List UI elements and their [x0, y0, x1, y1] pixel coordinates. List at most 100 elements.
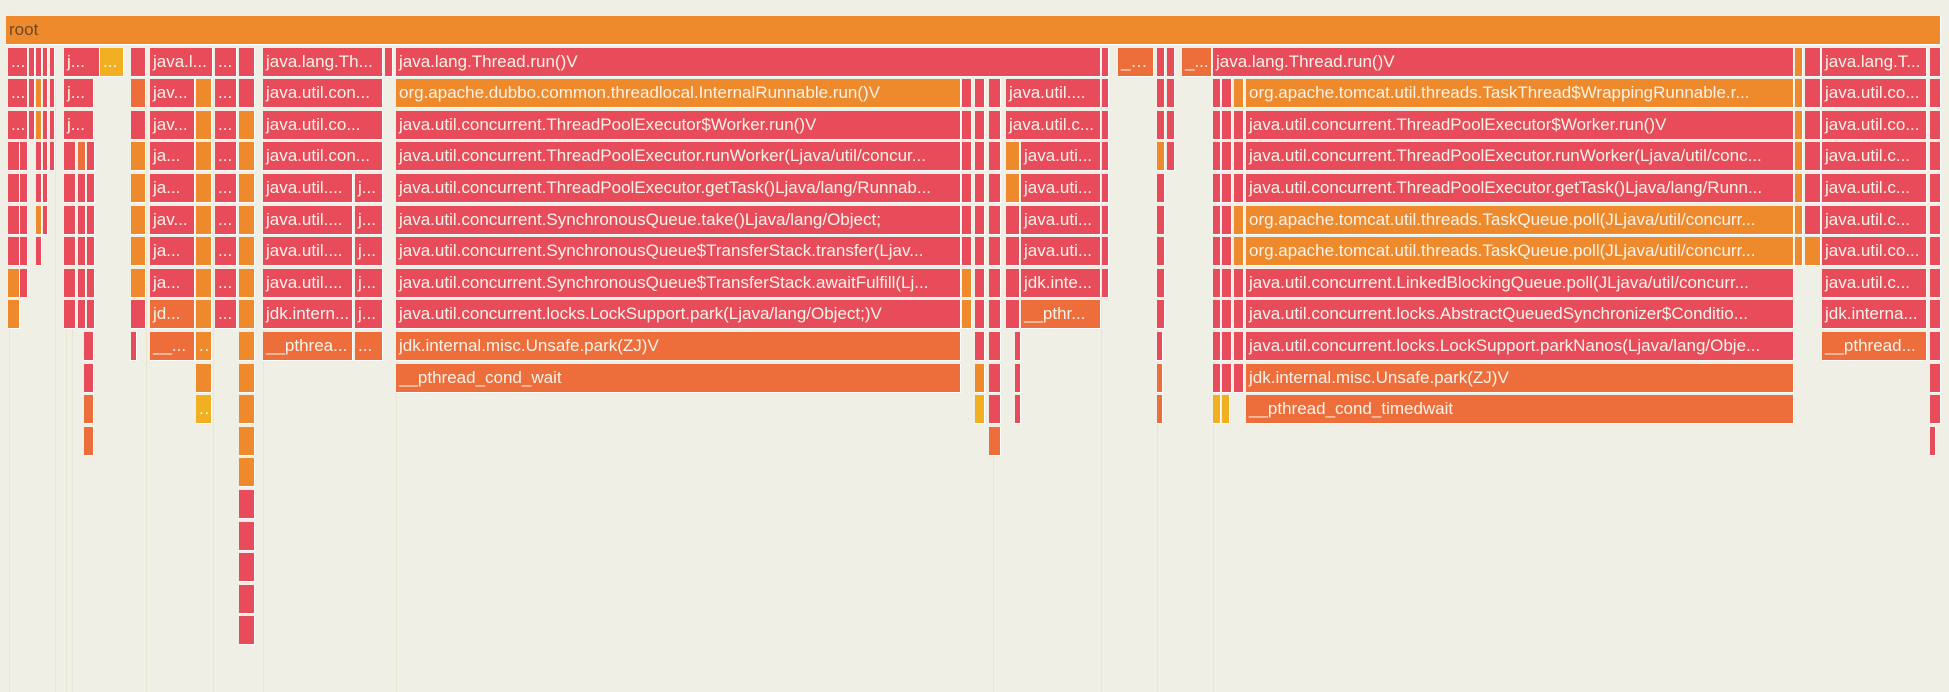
flame-frame[interactable]	[1930, 332, 1941, 361]
flame-frame[interactable]	[1222, 205, 1232, 235]
flame-frame[interactable]	[1213, 300, 1221, 330]
flame-frame[interactable]	[64, 300, 76, 330]
flame-frame[interactable]: java.util.co...	[1822, 110, 1927, 140]
flame-frame[interactable]: ...	[8, 47, 28, 77]
flame-frame[interactable]	[8, 268, 20, 298]
flame-frame[interactable]	[1157, 332, 1163, 361]
flame-frame[interactable]	[1795, 237, 1803, 267]
flame-frame[interactable]	[1234, 110, 1244, 140]
flame-frame[interactable]	[962, 110, 972, 140]
flame-frame[interactable]	[1102, 268, 1109, 298]
flame-frame[interactable]	[989, 268, 1001, 298]
flame-frame[interactable]	[36, 205, 42, 235]
flame-frame[interactable]	[1795, 79, 1803, 109]
flame-frame[interactable]	[989, 363, 1001, 393]
flame-frame[interactable]	[1006, 142, 1020, 172]
flame-frame[interactable]: ja...	[150, 142, 195, 172]
flame-frame[interactable]	[36, 142, 42, 172]
flame-frame[interactable]	[1234, 363, 1244, 393]
flame-frame[interactable]	[131, 47, 146, 77]
flame-frame[interactable]	[1222, 332, 1232, 361]
flame-frame[interactable]: java.uti...	[1021, 174, 1101, 203]
flame-frame[interactable]	[1222, 237, 1232, 267]
flame-frame[interactable]	[1222, 110, 1232, 140]
flame-frame[interactable]	[1157, 205, 1165, 235]
flame-frame[interactable]	[1015, 363, 1021, 393]
flame-frame[interactable]	[239, 616, 255, 646]
flame-frame[interactable]	[84, 363, 94, 393]
flame-frame[interactable]	[1006, 268, 1020, 298]
flame-frame[interactable]	[29, 47, 35, 77]
flame-frame[interactable]	[1102, 205, 1109, 235]
flame-frame[interactable]	[87, 300, 95, 330]
flame-frame[interactable]	[239, 521, 255, 551]
flame-frame[interactable]	[989, 300, 1001, 330]
flame-frame[interactable]	[84, 426, 94, 456]
flame-frame[interactable]: ...	[355, 332, 383, 361]
flame-frame[interactable]	[1930, 268, 1941, 298]
flame-frame[interactable]: jdk.internal.misc.Unsafe.park(ZJ)V	[396, 332, 961, 361]
flame-frame[interactable]	[84, 332, 94, 361]
flame-frame[interactable]	[1234, 174, 1244, 203]
flame-frame[interactable]	[78, 174, 86, 203]
flame-frame[interactable]	[1930, 47, 1941, 77]
flame-frame[interactable]: java.util.concurrent.SynchronousQueue$Tr…	[396, 237, 961, 267]
flame-frame[interactable]	[64, 174, 76, 203]
flame-frame[interactable]	[1157, 300, 1165, 330]
flame-frame[interactable]	[962, 79, 972, 109]
flame-frame[interactable]	[64, 142, 76, 172]
flame-frame[interactable]	[1805, 79, 1821, 109]
flame-frame[interactable]: j...	[355, 174, 383, 203]
flame-frame[interactable]	[962, 300, 972, 330]
flame-frame[interactable]	[196, 205, 212, 235]
flame-frame[interactable]: ...	[196, 395, 212, 425]
flame-frame[interactable]	[239, 47, 255, 77]
flame-frame[interactable]: org.apache.tomcat.util.threads.TaskThrea…	[1246, 79, 1794, 109]
flame-frame[interactable]: __pthread...	[1822, 332, 1927, 361]
flame-frame[interactable]: java.util....	[1006, 79, 1101, 109]
flame-frame[interactable]	[43, 142, 48, 172]
flame-frame[interactable]: ...	[8, 110, 28, 140]
flame-frame[interactable]	[50, 79, 55, 109]
flame-frame[interactable]	[20, 174, 28, 203]
flame-frame[interactable]: ...	[215, 110, 237, 140]
flame-frame[interactable]	[1157, 79, 1165, 109]
flame-frame[interactable]	[36, 174, 42, 203]
flame-frame[interactable]	[239, 110, 255, 140]
flame-frame[interactable]	[1930, 174, 1941, 203]
flame-frame[interactable]: ...	[215, 142, 237, 172]
flame-frame[interactable]	[975, 174, 985, 203]
flame-frame[interactable]	[1930, 426, 1936, 456]
flame-frame[interactable]: java.util.concurrent.ThreadPoolExecutor.…	[396, 174, 961, 203]
flame-frame[interactable]	[1222, 174, 1232, 203]
flame-frame[interactable]	[989, 426, 1001, 456]
flame-frame[interactable]	[1102, 174, 1109, 203]
flame-frame[interactable]: __pthr...	[1021, 300, 1101, 330]
flame-frame[interactable]	[1006, 205, 1020, 235]
flame-frame[interactable]: ja...	[150, 174, 195, 203]
flame-frame[interactable]	[1213, 79, 1221, 109]
flame-frame[interactable]: java.util.c...	[1006, 110, 1101, 140]
flame-frame[interactable]	[196, 268, 212, 298]
flame-frame[interactable]: jd...	[150, 300, 195, 330]
flame-frame[interactable]	[36, 110, 42, 140]
flame-frame[interactable]	[8, 174, 20, 203]
flame-frame[interactable]	[989, 205, 1001, 235]
flame-frame[interactable]	[962, 237, 972, 267]
flame-frame[interactable]	[1222, 268, 1232, 298]
flame-frame[interactable]	[1930, 110, 1941, 140]
flame-frame[interactable]: java.lang.Thread.run()V	[396, 47, 1101, 77]
flame-frame[interactable]: java.util....	[263, 205, 353, 235]
flame-frame[interactable]: java.util.concurrent.locks.AbstractQueue…	[1246, 300, 1794, 330]
flame-frame[interactable]: _...	[1182, 47, 1212, 77]
flame-frame[interactable]	[1930, 79, 1941, 109]
flame-frame[interactable]: __...	[1118, 47, 1154, 77]
flame-frame[interactable]	[989, 110, 1001, 140]
flame-frame[interactable]	[1102, 142, 1109, 172]
flame-frame[interactable]	[1805, 174, 1821, 203]
flame-frame[interactable]: java.util.concurrent.ThreadPoolExecutor$…	[396, 110, 961, 140]
flame-frame[interactable]: java.util.con...	[263, 79, 383, 109]
flame-frame[interactable]	[975, 142, 985, 172]
flame-frame[interactable]: __pthrea...	[263, 332, 353, 361]
flame-frame[interactable]	[20, 142, 28, 172]
